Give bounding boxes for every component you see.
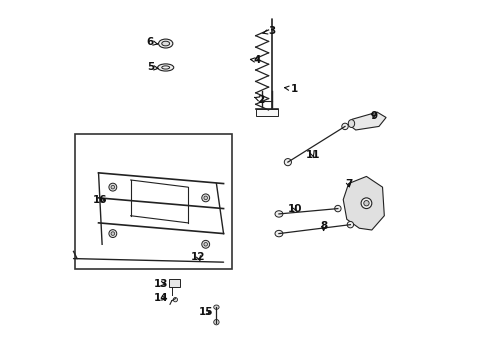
Ellipse shape bbox=[361, 198, 372, 208]
Text: 3: 3 bbox=[263, 26, 275, 36]
Text: 14: 14 bbox=[154, 293, 169, 303]
Text: 16: 16 bbox=[93, 195, 108, 204]
Text: 7: 7 bbox=[345, 179, 352, 189]
Polygon shape bbox=[348, 112, 386, 130]
Ellipse shape bbox=[342, 123, 348, 130]
Ellipse shape bbox=[348, 120, 355, 127]
Ellipse shape bbox=[364, 201, 369, 206]
Ellipse shape bbox=[159, 39, 173, 48]
Ellipse shape bbox=[214, 305, 219, 309]
Ellipse shape bbox=[202, 240, 210, 248]
Text: 8: 8 bbox=[320, 221, 327, 231]
Ellipse shape bbox=[109, 230, 117, 238]
Text: 2: 2 bbox=[255, 95, 265, 105]
Text: 5: 5 bbox=[147, 63, 158, 72]
Ellipse shape bbox=[111, 232, 115, 235]
Ellipse shape bbox=[275, 230, 283, 237]
Ellipse shape bbox=[109, 183, 117, 191]
Text: 1: 1 bbox=[285, 84, 298, 94]
Ellipse shape bbox=[335, 205, 341, 212]
Text: 9: 9 bbox=[370, 111, 377, 121]
Bar bbox=[169, 279, 180, 287]
Text: 11: 11 bbox=[306, 150, 320, 160]
Text: 10: 10 bbox=[288, 203, 302, 213]
Ellipse shape bbox=[202, 194, 210, 202]
Ellipse shape bbox=[162, 41, 170, 46]
Ellipse shape bbox=[204, 243, 207, 246]
Ellipse shape bbox=[158, 64, 174, 71]
Ellipse shape bbox=[275, 211, 283, 217]
Text: 4: 4 bbox=[250, 55, 261, 65]
Ellipse shape bbox=[214, 319, 219, 325]
Polygon shape bbox=[343, 176, 384, 230]
Bar bbox=[256, 109, 278, 116]
Text: 12: 12 bbox=[191, 252, 206, 262]
Bar bbox=[75, 134, 232, 269]
Ellipse shape bbox=[204, 196, 207, 200]
Ellipse shape bbox=[173, 297, 177, 302]
Text: 13: 13 bbox=[154, 279, 168, 289]
Text: 6: 6 bbox=[147, 37, 157, 48]
Ellipse shape bbox=[111, 185, 115, 189]
Ellipse shape bbox=[347, 221, 354, 228]
Text: 15: 15 bbox=[198, 307, 213, 317]
Ellipse shape bbox=[284, 158, 292, 166]
